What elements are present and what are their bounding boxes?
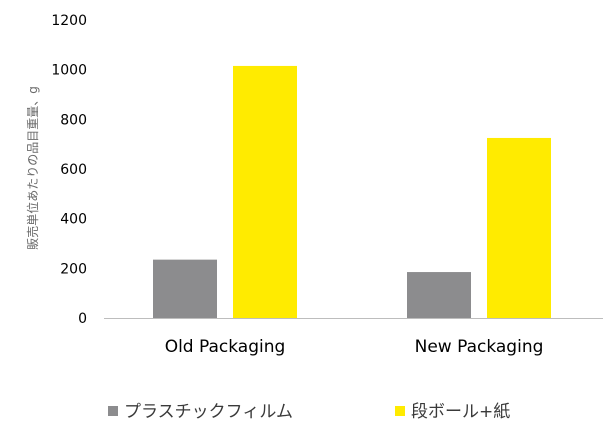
y-tick-label: 800: [60, 112, 87, 128]
y-axis-label: 販売単位あたりの品目重量、g: [25, 86, 40, 250]
y-tick-label: 1200: [51, 13, 87, 29]
legend-swatch: [395, 406, 405, 416]
y-axis-ticks: 0 200 400 600 800 1000 1200: [51, 13, 87, 327]
bar-plastic-film-old: [153, 260, 217, 318]
legend-swatch: [108, 406, 118, 416]
x-category-label: Old Packaging: [165, 337, 286, 357]
bar-cardboard-paper-old: [233, 66, 297, 318]
y-tick-label: 1000: [51, 63, 87, 79]
bar-plastic-film-new: [407, 272, 471, 318]
legend-label: 段ボール+紙: [411, 402, 510, 422]
legend-item: プラスチックフィルム: [108, 402, 293, 422]
x-category-label: New Packaging: [415, 337, 544, 357]
y-tick-label: 200: [60, 261, 87, 277]
bar-cardboard-paper-new: [487, 138, 551, 318]
y-tick-label: 400: [60, 212, 87, 228]
bars: [153, 66, 551, 318]
legend: プラスチックフィルム 段ボール+紙: [108, 402, 510, 422]
y-tick-label: 0: [78, 311, 87, 327]
legend-label: プラスチックフィルム: [124, 402, 293, 422]
y-tick-label: 600: [60, 162, 87, 178]
x-axis-category-labels: Old Packaging New Packaging: [165, 337, 544, 357]
legend-item: 段ボール+紙: [395, 402, 510, 422]
